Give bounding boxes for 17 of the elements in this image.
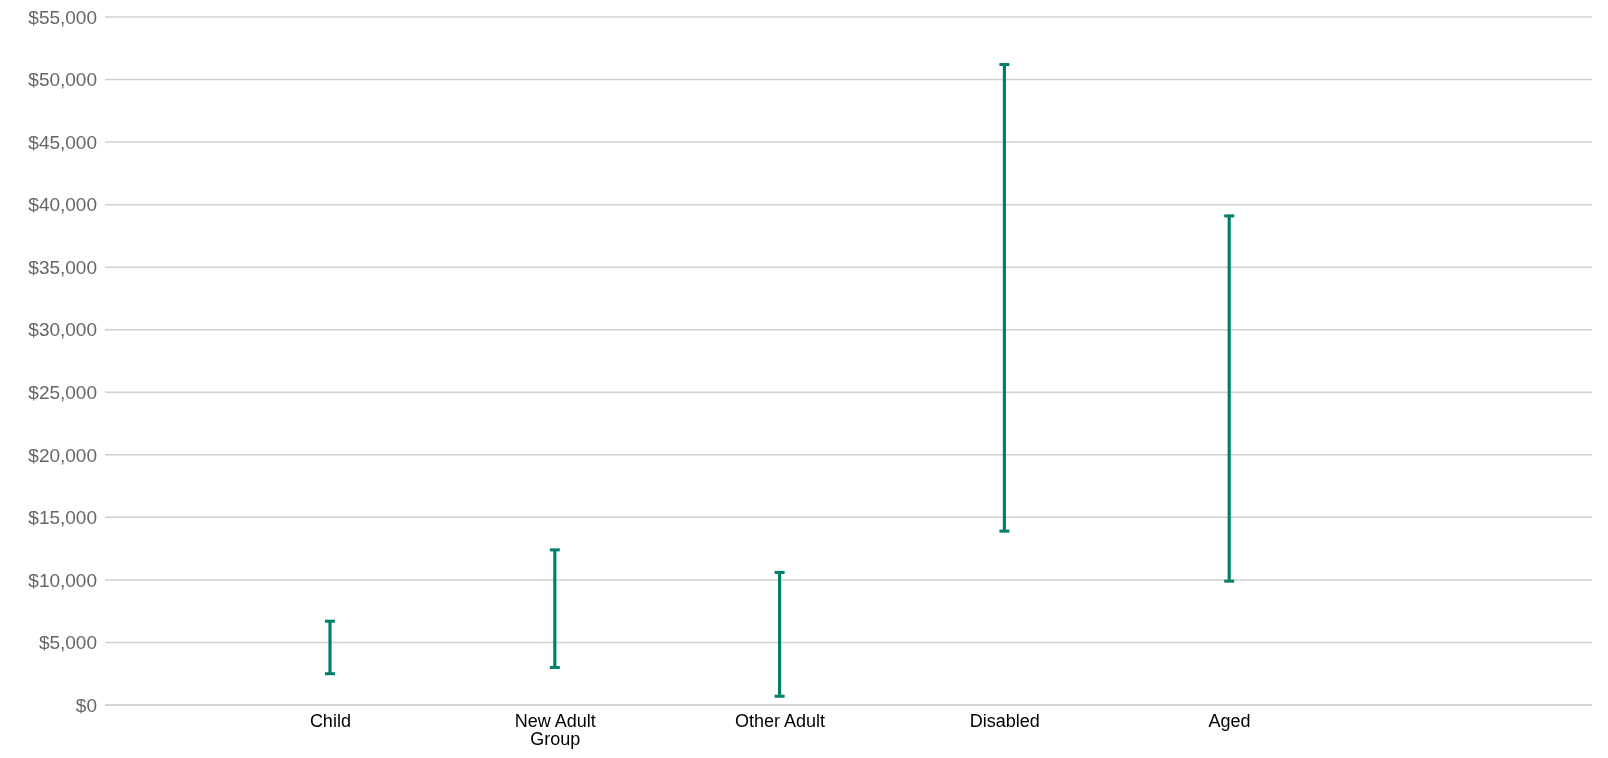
x-tick-label: Child xyxy=(309,710,351,731)
y-tick-label: $0 xyxy=(75,694,97,716)
y-tick-label: $40,000 xyxy=(28,194,97,216)
y-tick-label: $25,000 xyxy=(28,382,97,404)
y-tick-label: $55,000 xyxy=(28,6,97,28)
x-tick-label: Other Adult xyxy=(734,710,826,731)
y-tick-label: $5,000 xyxy=(38,632,97,654)
x-tick-label: New Adult Group xyxy=(514,710,596,749)
y-tick-label: $10,000 xyxy=(28,569,97,591)
x-tick-label: Disabled xyxy=(969,710,1040,731)
y-tick-label: $30,000 xyxy=(28,319,97,341)
y-tick-label: $15,000 xyxy=(28,507,97,529)
y-tick-label: $20,000 xyxy=(28,444,97,466)
y-tick-label: $35,000 xyxy=(28,256,97,278)
x-tick-label: Aged xyxy=(1208,710,1251,731)
y-tick-label: $50,000 xyxy=(28,69,97,91)
y-tick-label: $45,000 xyxy=(28,131,97,153)
